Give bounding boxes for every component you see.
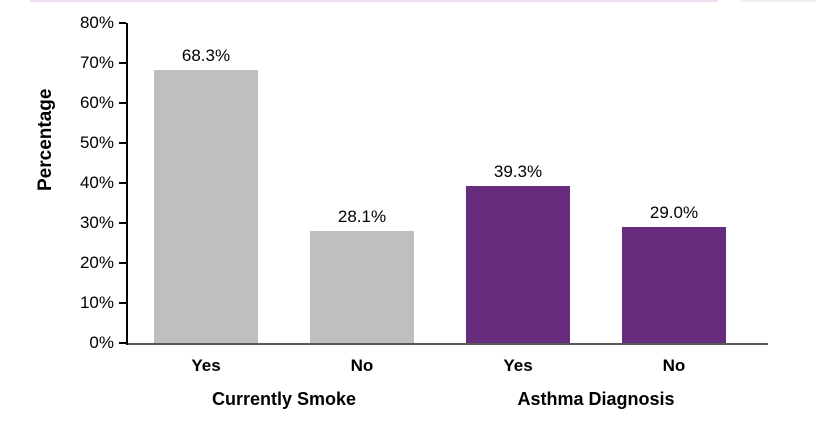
top-accent-line: [30, 0, 718, 2]
bar-value-label: 39.3%: [493, 162, 543, 181]
y-axis-tick-label: 40%: [79, 173, 114, 192]
bar-asthma-diagnosis-no: [622, 227, 726, 343]
y-axis-tick-label: 80%: [79, 13, 114, 32]
x-axis-line: [128, 343, 768, 345]
bar-value-label: 28.1%: [337, 207, 387, 226]
y-axis-tick-label: 70%: [79, 53, 114, 72]
y-axis-tick: [119, 262, 126, 264]
y-axis-tick: [119, 222, 126, 224]
y-axis-tick: [119, 142, 126, 144]
y-axis-tick-label: 50%: [79, 133, 114, 152]
category-label: Yes: [191, 356, 221, 375]
group-label-0: Currently Smoke: [211, 389, 357, 409]
y-axis-tick: [119, 22, 126, 24]
y-axis-tick-label: 20%: [79, 253, 114, 272]
y-axis-title: Percentage: [35, 88, 56, 191]
bar-value-label: 29.0%: [649, 203, 699, 222]
y-axis-tick: [119, 302, 126, 304]
bar-currently-smoke-yes: [154, 70, 258, 343]
category-label: No: [662, 356, 686, 375]
category-label: Yes: [503, 356, 533, 375]
y-axis-tick: [119, 102, 126, 104]
y-axis-tick: [119, 62, 126, 64]
y-axis-tick-label: 60%: [79, 93, 114, 112]
y-axis-tick-label: 10%: [79, 293, 114, 312]
y-axis-line: [126, 23, 128, 345]
bar-value-label: 68.3%: [181, 46, 231, 65]
y-axis-tick: [119, 342, 126, 344]
group-label-1: Asthma Diagnosis: [517, 389, 675, 409]
top-accent-line-fragment: [740, 0, 816, 2]
y-axis-tick: [119, 182, 126, 184]
y-axis-tick-label: 0%: [89, 333, 114, 352]
bar-asthma-diagnosis-yes: [466, 186, 570, 343]
category-label: No: [350, 356, 374, 375]
y-axis-tick-label: 30%: [79, 213, 114, 232]
bar-currently-smoke-no: [310, 231, 414, 343]
